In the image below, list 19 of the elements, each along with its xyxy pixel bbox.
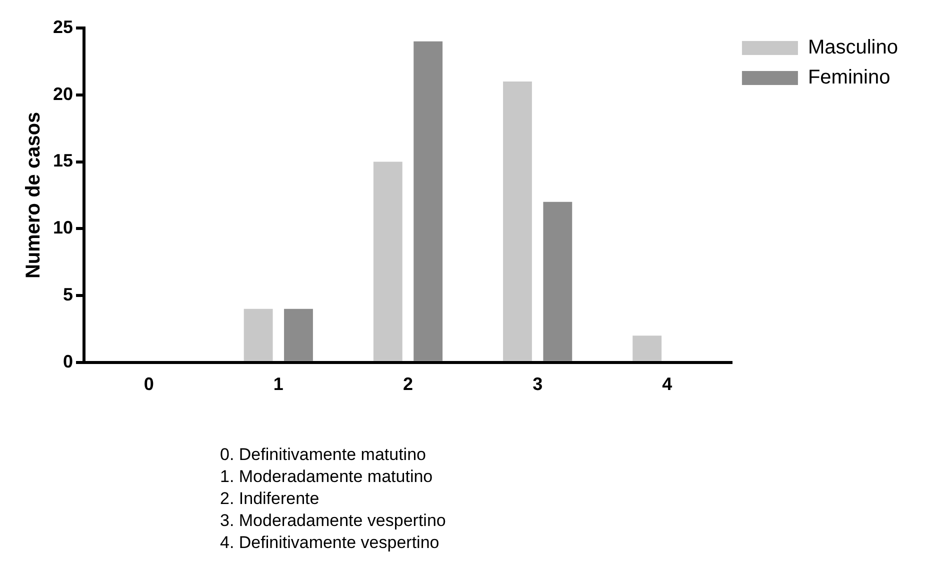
text: 1. Moderadamente matutino	[220, 466, 434, 488]
legend-label: Feminino	[808, 66, 890, 89]
x-tick-label: 0	[144, 374, 154, 394]
text: 3. Moderadamente vespertino	[220, 510, 447, 532]
text: 0. Definitivamente matutino	[220, 444, 427, 466]
x-tick-label: 3	[532, 374, 543, 394]
text: 4. Definitivamente vespertino	[220, 532, 440, 554]
y-axis-title: Numero de casos	[22, 112, 45, 279]
text: 2. Indiferente	[220, 488, 320, 510]
x-tick-label: 2	[402, 374, 413, 394]
y-tick-label: 0	[63, 351, 74, 372]
y-tick-label: 25	[52, 16, 74, 37]
y-tick-label: 15	[52, 150, 74, 171]
y-tick-label: 5	[63, 284, 74, 304]
y-tick-label: 10	[52, 218, 74, 238]
legend-label: Masculino	[808, 36, 898, 59]
x-tick-label: 4	[662, 374, 672, 394]
y-tick-label: 20	[52, 84, 74, 104]
x-tick-label: 1	[273, 374, 284, 394]
